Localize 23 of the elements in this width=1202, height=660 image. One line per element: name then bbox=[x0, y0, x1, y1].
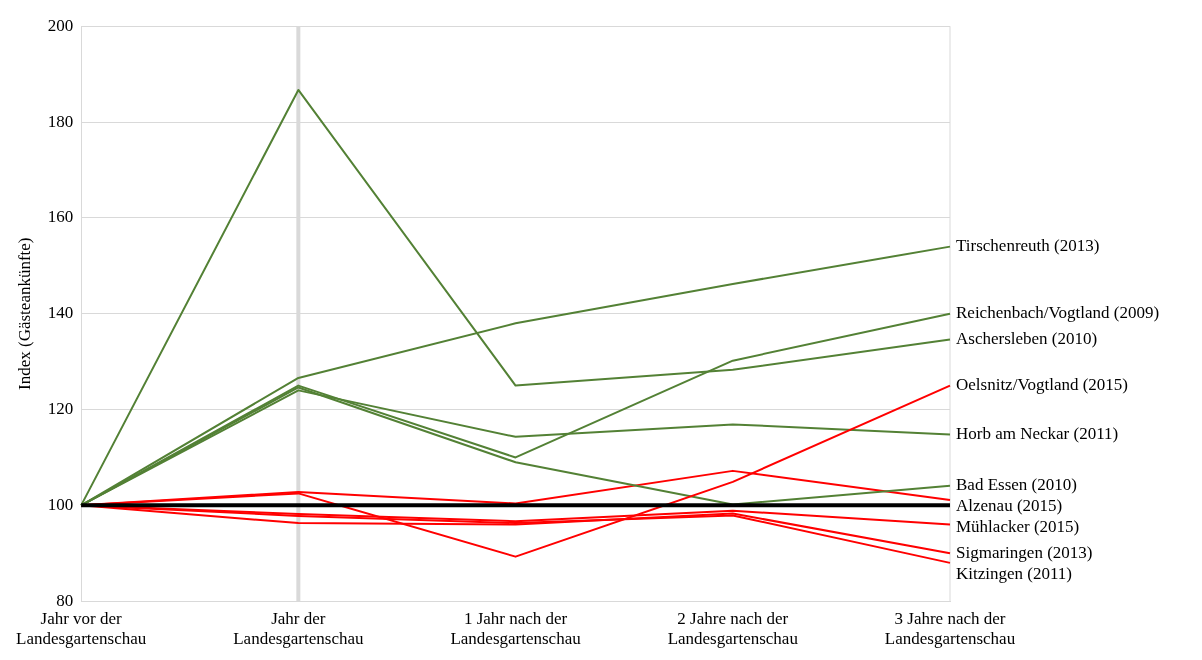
x-tick-label: 1 Jahr nach der Landesgartenschau bbox=[450, 608, 582, 649]
y-tick-label: 160 bbox=[47, 207, 74, 227]
series-label: Sigmaringen (2013) bbox=[956, 542, 1093, 562]
series-label: Bad Essen (2010) bbox=[956, 475, 1077, 495]
x-tick-label: 2 Jahre nach der Landesgartenschau bbox=[667, 608, 799, 649]
series-label: Alzenau (2015) bbox=[956, 496, 1063, 516]
y-tick-label: 180 bbox=[47, 111, 74, 131]
series-label: Horb am Neckar (2011) bbox=[956, 423, 1119, 443]
series-label: Kitzingen (2011) bbox=[956, 563, 1072, 583]
y-tick-label: 100 bbox=[47, 494, 74, 514]
x-tick-label: Jahr der Landesgartenschau bbox=[233, 608, 364, 649]
series-label: Reichenbach/Vogtland (2009) bbox=[956, 303, 1160, 323]
y-tick-label: 80 bbox=[56, 590, 74, 610]
series-label: Mühlacker (2015) bbox=[956, 517, 1080, 537]
y-tick-label: 120 bbox=[47, 399, 74, 418]
series-label: Oelsnitz/Vogtland (2015) bbox=[956, 375, 1129, 395]
y-axis-title: Index (Gästeankünfte) bbox=[14, 237, 34, 390]
y-tick-label: 200 bbox=[47, 15, 74, 35]
series-label: Tirschenreuth (2013) bbox=[956, 236, 1100, 256]
x-tick-label: 3 Jahre nach der Landesgartenschau bbox=[884, 608, 1016, 649]
series-label: Aschersleben (2010) bbox=[956, 329, 1098, 349]
x-tick-label: Jahr vor der Landesgartenschau bbox=[16, 608, 147, 649]
y-tick-label: 140 bbox=[47, 303, 74, 323]
